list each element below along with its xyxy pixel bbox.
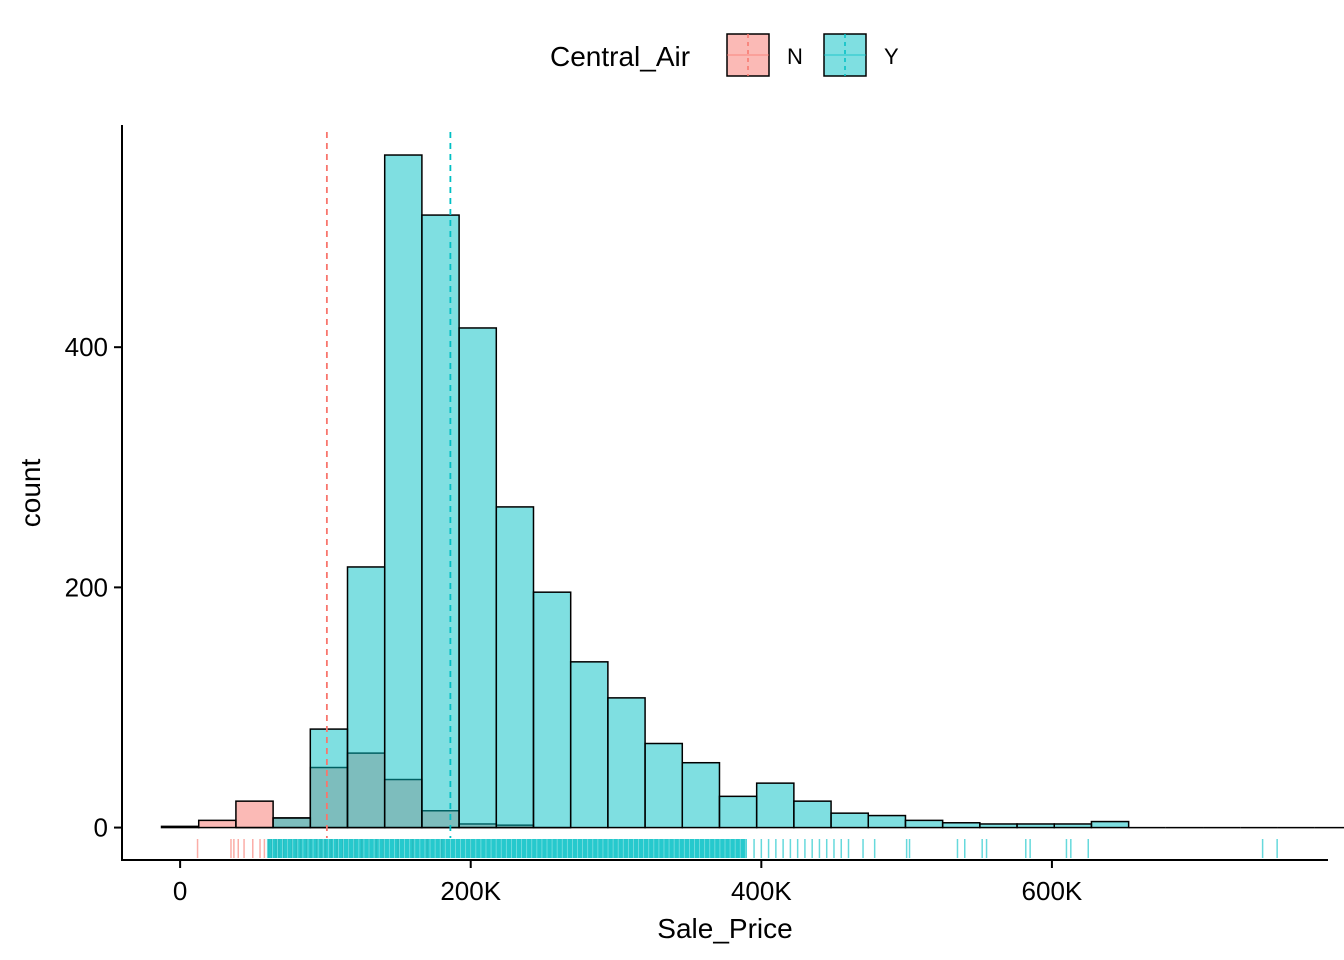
x-axis-ticks: 0 200K 400K 600K <box>173 860 1083 906</box>
bar-y-12 <box>607 697 646 829</box>
bar-y-5 <box>346 566 386 829</box>
bar-y-24 <box>1053 823 1093 829</box>
bar-y-13 <box>644 742 684 829</box>
bar-y-8 <box>458 327 498 829</box>
legend-label-n: N <box>787 44 803 69</box>
x-tick-label-3: 600K <box>1022 876 1083 906</box>
bar-y-4 <box>309 728 349 829</box>
bar-y-22 <box>979 823 1018 829</box>
legend-key-y <box>823 33 867 77</box>
y-axis-ticks: 0 200 400 <box>65 332 122 843</box>
bar-y-20 <box>904 819 944 829</box>
bar-y-25 <box>1090 820 1130 829</box>
bar-n-1 <box>197 819 237 829</box>
bar-y-16 <box>755 782 795 829</box>
bar-y-9 <box>495 506 535 829</box>
x-tick-label-2: 400K <box>731 876 792 906</box>
bar-y-7 <box>421 214 460 829</box>
legend-title: Central_Air <box>550 41 690 72</box>
bar-y-6 <box>383 154 423 829</box>
bar-y-18 <box>830 812 870 829</box>
legend-key-n <box>726 33 770 77</box>
bar-y-23 <box>1016 823 1056 829</box>
rug-band-y <box>267 839 747 858</box>
y-tick-label-2: 400 <box>65 332 108 362</box>
y-axis-title: count <box>15 459 46 528</box>
bar-y-11 <box>569 661 609 829</box>
bar-n-2 <box>235 800 274 829</box>
x-axis-title: Sale_Price <box>657 913 792 944</box>
bar-y-15 <box>718 795 758 829</box>
mean-lines <box>325 132 452 838</box>
bars-series-y <box>235 154 1344 829</box>
x-tick-label-0: 0 <box>173 876 187 906</box>
bar-y-3 <box>272 817 312 829</box>
bar-y-21 <box>941 822 981 829</box>
bar-y-17 <box>793 800 832 829</box>
y-tick-label-1: 200 <box>65 572 108 602</box>
y-tick-label-0: 0 <box>94 813 108 843</box>
rug-marks <box>196 839 1278 858</box>
legend: Central_Air N Y <box>550 33 899 77</box>
bar-y-14 <box>681 761 721 829</box>
legend-label-y: Y <box>884 44 899 69</box>
x-tick-label-1: 200K <box>440 876 501 906</box>
bar-y-10 <box>532 591 572 829</box>
bar-y-19 <box>867 814 907 829</box>
bar-n-0 <box>160 825 200 829</box>
